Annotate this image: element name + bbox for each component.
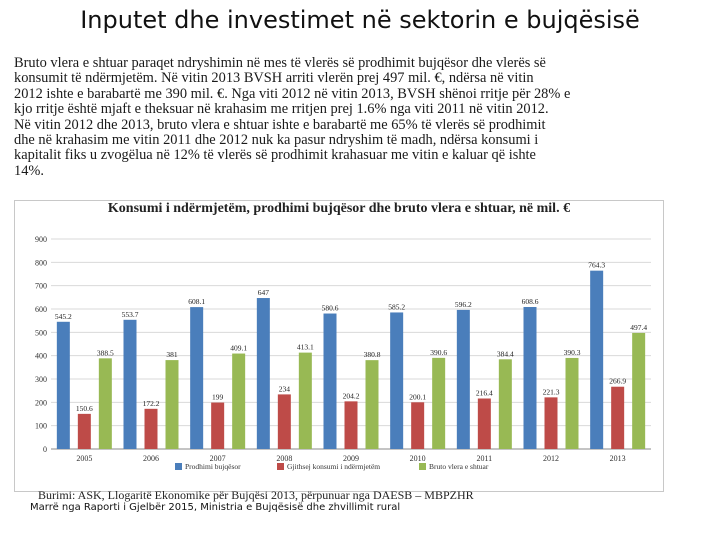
bar [190, 307, 204, 449]
data-label: 234 [279, 384, 291, 393]
bar [211, 402, 225, 449]
data-label: 390.6 [430, 348, 447, 357]
data-label: 390.3 [564, 348, 581, 357]
data-label: 381 [166, 350, 178, 359]
legend-swatch [277, 463, 284, 470]
y-tick-label: 900 [35, 235, 47, 244]
bar [523, 306, 537, 449]
chart-title: Konsumi i ndërmjetëm, prodhimi bujqësor … [107, 201, 571, 216]
y-tick-label: 500 [35, 328, 47, 337]
x-tick-label: 2010 [410, 454, 426, 463]
data-label: 200.1 [409, 392, 426, 401]
bar [456, 309, 470, 449]
x-tick-label: 2009 [343, 454, 359, 463]
bar [344, 401, 358, 449]
bar [590, 270, 604, 449]
x-tick-label: 2005 [76, 454, 92, 463]
slide-title: Inputet dhe investimet në sektorin e buj… [80, 6, 640, 34]
data-label: 172.2 [143, 399, 160, 408]
legend-label: Gjithsej konsumi i ndërmjetëm [287, 462, 380, 471]
x-tick-label: 2008 [276, 454, 292, 463]
data-label: 221.3 [543, 387, 560, 396]
x-tick-label: 2012 [543, 454, 559, 463]
bar [56, 321, 70, 449]
bar [411, 402, 425, 449]
bar [144, 408, 158, 449]
data-label: 150.6 [76, 404, 93, 413]
data-label: 413.1 [297, 343, 314, 352]
bar [498, 359, 512, 449]
data-label: 647 [258, 288, 270, 297]
bar [477, 398, 491, 449]
bar [98, 358, 112, 449]
bar [232, 353, 246, 449]
data-label: 204.2 [343, 391, 360, 400]
bar [632, 332, 646, 449]
bar [390, 312, 404, 449]
y-tick-label: 100 [35, 422, 47, 431]
body-line: 2012 ishte e barabartë me 390 mil. €. Ng… [14, 85, 571, 102]
body-line: Bruto vlera e shtuar paraqet ndryshimin … [14, 56, 546, 71]
y-tick-label: 200 [35, 398, 47, 407]
body-line: Në vitin 2012 dhe 2013, bruto vlera e sh… [14, 116, 546, 133]
data-label: 553.7 [122, 310, 139, 319]
body-line: dhe në krahasim me vitin 2011 dhe 2012 n… [14, 132, 539, 149]
bar [323, 313, 337, 449]
chart-box: Konsumi i ndërmjetëm, prodhimi bujqësor … [14, 200, 664, 492]
bar [123, 319, 137, 449]
y-tick-label: 700 [35, 282, 47, 291]
data-label: 380.8 [364, 350, 381, 359]
bar [611, 386, 625, 449]
body-line: 14%. [14, 162, 44, 179]
source-note: Burimi: ASK, Llogaritë Ekonomike për Buj… [38, 488, 474, 502]
credit-note: Marrë nga Raporti i Gjelbër 2015, Minist… [30, 502, 401, 513]
x-tick-label: 2011 [476, 454, 492, 463]
data-label: 199 [212, 393, 224, 402]
body-line: konsumit të ndërmjetëm. Në vitin 2013 BV… [14, 70, 534, 87]
data-label: 388.5 [97, 348, 114, 357]
bar [565, 357, 579, 449]
data-label: 585.2 [388, 302, 405, 311]
bar [298, 352, 312, 449]
x-tick-label: 2006 [143, 454, 159, 463]
bar [432, 357, 446, 449]
body-text: Bruto vlera e shtuar paraqet ndryshimin … [14, 56, 706, 200]
legend-label: Bruto vlera e shtuar [429, 462, 489, 471]
x-tick-label: 2007 [210, 454, 226, 463]
bar [365, 360, 379, 449]
y-tick-label: 0 [43, 445, 47, 454]
data-label: 608.6 [522, 297, 539, 306]
bar-chart: 0 100 200 300 400 500 600 700 800 900 545.2 150.6 38… [35, 235, 651, 471]
y-tick-label: 400 [35, 352, 47, 361]
bar [277, 394, 291, 449]
data-label: 216.4 [476, 389, 493, 398]
x-tick-label: 2013 [610, 454, 626, 463]
data-label: 545.2 [55, 312, 72, 321]
legend-swatch [175, 463, 182, 470]
y-tick-label: 600 [35, 305, 47, 314]
legend-swatch [419, 463, 426, 470]
legend-label: Prodhimi bujqësor [185, 462, 241, 471]
data-label: 497.4 [630, 323, 647, 332]
data-label: 266.9 [609, 377, 626, 386]
data-label: 384.4 [497, 349, 514, 358]
data-label: 580.6 [322, 304, 339, 313]
y-tick-label: 300 [35, 375, 47, 384]
data-label: 596.2 [455, 300, 472, 309]
data-label: 409.1 [230, 344, 247, 353]
body-line: kapitalit fiks u zvogëlua në 12% të vler… [14, 147, 536, 164]
bar [165, 360, 179, 449]
data-label: 608.1 [188, 297, 205, 306]
body-line: kjo rritje është mjaft e theksuar në kra… [14, 101, 549, 118]
bar [77, 413, 91, 449]
y-tick-label: 800 [35, 258, 47, 267]
bar [544, 397, 558, 449]
data-label: 764.3 [588, 261, 605, 270]
bar [256, 298, 270, 449]
